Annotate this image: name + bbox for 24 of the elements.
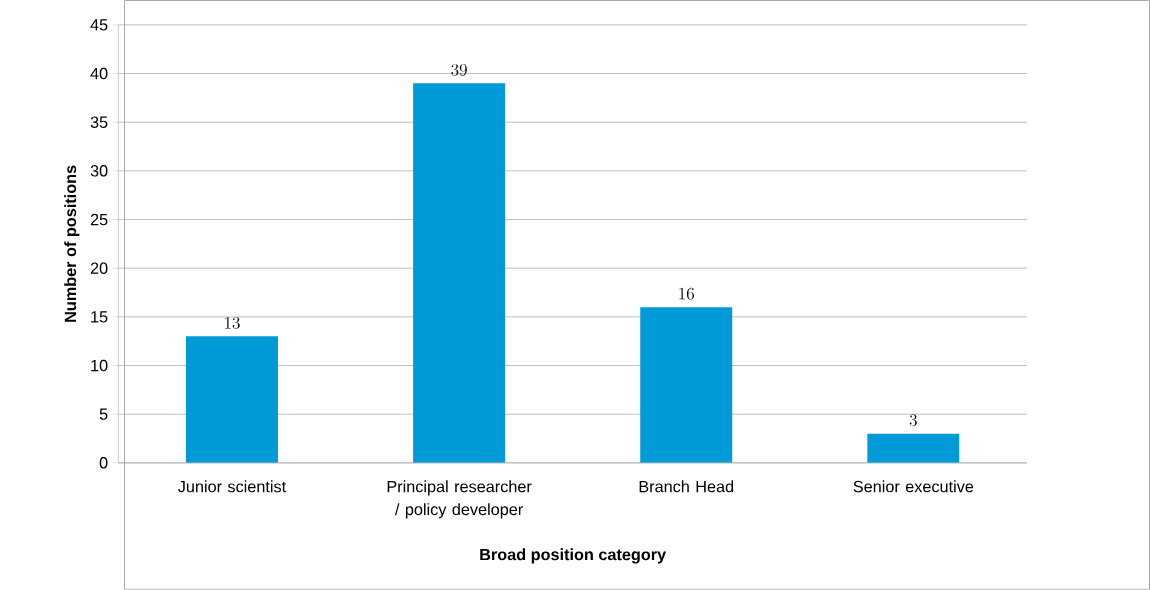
y-tick-label: 20 — [90, 262, 108, 275]
y-tick-label: 5 — [99, 408, 108, 420]
data-label: 16 — [679, 287, 694, 300]
bar — [867, 433, 960, 463]
y-tick-label: 30 — [90, 165, 108, 177]
y-tick-label: 15 — [91, 311, 108, 323]
bar — [413, 83, 506, 463]
x-axis-title: Broad position category — [480, 548, 667, 564]
y-tick-label: 45 — [90, 19, 108, 31]
x-tick-label: Junior scientist — [178, 480, 287, 493]
y-tick-label: 10 — [91, 359, 108, 372]
bar — [640, 307, 733, 463]
y-tick-label: 0 — [99, 457, 108, 469]
x-tick-label: Branch Head — [639, 480, 734, 493]
y-tick-label: 25 — [90, 213, 108, 226]
x-tick-label: Principal researcher / policy developer — [387, 480, 532, 519]
data-label: 39 — [451, 63, 467, 76]
y-axis-title: Number of positions — [64, 165, 80, 322]
data-label: 13 — [225, 317, 240, 329]
y-tick-label: 40 — [90, 67, 108, 80]
y-tick-label: 35 — [90, 116, 108, 129]
bar — [185, 336, 278, 463]
data-label: 3 — [909, 414, 917, 427]
x-tick-label: Senior executive — [853, 480, 974, 493]
